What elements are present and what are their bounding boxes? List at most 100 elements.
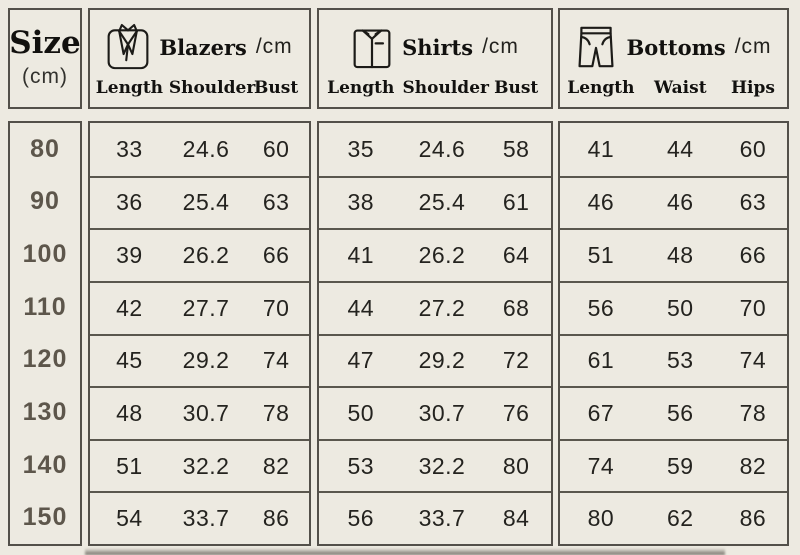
size-value: 110 xyxy=(23,292,67,321)
column-label-hips: Hips xyxy=(730,78,775,98)
table-cell: 76 xyxy=(502,399,530,426)
table-cell: 44 xyxy=(347,294,375,321)
table-cell: 26.2 xyxy=(418,242,466,269)
blazers-title-text: Blazers xyxy=(159,34,247,60)
table-cell: 51 xyxy=(116,452,143,479)
blazers-header: Blazers/cm Length Shoulder Bust xyxy=(88,8,311,109)
blazers-column-labels: Length Shoulder Bust xyxy=(90,78,309,98)
table-cell: 30.7 xyxy=(182,399,230,426)
table-row: 36 25.4 63 xyxy=(90,175,309,229)
table-cell: 29.2 xyxy=(182,347,230,374)
size-value: 130 xyxy=(22,397,68,426)
size-column: 80 90 100 110 120 130 140 150 xyxy=(8,121,82,546)
table-cell: 78 xyxy=(262,399,290,426)
column-label-shoulder: Shoulder xyxy=(168,78,256,98)
table-cell: 46 xyxy=(587,189,615,216)
table-row: 50 30.7 76 xyxy=(319,386,551,439)
shirt-icon xyxy=(351,24,393,70)
shirts-header-title: Shirts/cm xyxy=(319,16,551,78)
table-row: 41 26.2 64 xyxy=(319,228,551,281)
shirts-header: Shirts/cm Length Shoulder Bust xyxy=(317,8,553,109)
table-cell: 66 xyxy=(262,242,290,269)
table-cell: 64 xyxy=(502,242,530,269)
table-row: 44 27.2 68 xyxy=(319,280,551,334)
table-cell: 24.6 xyxy=(418,135,466,162)
table-cell: 24.6 xyxy=(182,135,230,162)
table-cell: 72 xyxy=(502,347,530,374)
table-cell: 27.2 xyxy=(418,294,466,321)
table-cell: 86 xyxy=(262,505,290,532)
column-label-shoulder: Shoulder xyxy=(402,78,489,98)
column-label-length: Length xyxy=(95,78,164,98)
table-row: 33 24.6 60 xyxy=(90,123,309,176)
table-cell: 80 xyxy=(502,452,530,479)
size-header-unit: (cm) xyxy=(22,65,68,88)
bottoms-data: 41 44 60 46 46 63 51 48 66 56 50 70 61 5… xyxy=(558,121,789,546)
table-cell: 45 xyxy=(116,347,143,374)
table-row: 46 46 63 xyxy=(560,175,787,229)
size-value: 80 xyxy=(30,134,60,163)
table-cell: 61 xyxy=(587,347,615,374)
table-row: 56 33.7 84 xyxy=(319,491,551,544)
table-cell: 70 xyxy=(739,294,767,321)
table-cell: 33.7 xyxy=(182,505,230,532)
table-cell: 35 xyxy=(347,135,375,162)
column-label-length: Length xyxy=(327,78,395,98)
size-value: 90 xyxy=(30,187,60,216)
table-row: 80 62 86 xyxy=(560,491,787,544)
table-row: 45 29.2 74 xyxy=(90,333,309,387)
table-cell: 26.2 xyxy=(182,242,230,269)
table-cell: 36 xyxy=(116,189,143,216)
size-value: 140 xyxy=(22,450,68,479)
table-cell: 56 xyxy=(347,505,375,532)
table-cell: 56 xyxy=(667,399,694,426)
size-header-title: Size xyxy=(9,25,81,61)
table-cell: 70 xyxy=(262,294,290,321)
table-row: 42 27.7 70 xyxy=(90,280,309,334)
table-cell: 80 xyxy=(587,505,615,532)
table-cell: 51 xyxy=(587,242,615,269)
table-row: 67 56 78 xyxy=(560,386,787,439)
table-cell: 63 xyxy=(262,189,290,216)
table-cell: 38 xyxy=(347,189,375,216)
table-cell: 39 xyxy=(116,242,143,269)
blazers-unit-text: /cm xyxy=(255,35,293,58)
bottoms-header-title: Bottoms/cm xyxy=(560,16,787,78)
table-cell: 50 xyxy=(347,399,375,426)
table-row: 39 26.2 66 xyxy=(90,228,309,281)
table-cell: 68 xyxy=(502,294,530,321)
size-value: 150 xyxy=(22,503,68,532)
shirts-column-labels: Length Shoulder Bust xyxy=(319,78,551,98)
blazers-data: 33 24.6 60 36 25.4 63 39 26.2 66 42 27.7… xyxy=(88,121,311,546)
bottoms-column-labels: Length Waist Hips xyxy=(560,78,787,98)
table-cell: 30.7 xyxy=(418,399,466,426)
table-row: 35 24.6 58 xyxy=(319,123,551,176)
table-cell: 59 xyxy=(667,452,694,479)
table-cell: 48 xyxy=(116,399,143,426)
size-value: 120 xyxy=(22,345,68,374)
column-label-length: Length xyxy=(567,78,635,98)
table-cell: 60 xyxy=(262,135,290,162)
bottoms-title-text: Bottoms xyxy=(626,34,726,60)
table-cell: 74 xyxy=(739,347,767,374)
table-cell: 78 xyxy=(739,399,767,426)
column-label-waist: Waist xyxy=(654,78,707,98)
table-row: 53 32.2 80 xyxy=(319,438,551,492)
table-row: 51 48 66 xyxy=(560,228,787,281)
column-label-bust: Bust xyxy=(494,78,539,98)
table-row: 41 44 60 xyxy=(560,123,787,176)
bottoms-header: Bottoms/cm Length Waist Hips xyxy=(558,8,789,109)
table-row: 47 29.2 72 xyxy=(319,333,551,387)
table-cell: 32.2 xyxy=(418,452,466,479)
table-cell: 67 xyxy=(587,399,615,426)
table-cell: 53 xyxy=(667,347,694,374)
table-cell: 63 xyxy=(739,189,767,216)
blazer-icon xyxy=(106,23,150,71)
table-cell: 66 xyxy=(739,242,767,269)
table-cell: 33 xyxy=(116,135,143,162)
table-row: 54 33.7 86 xyxy=(90,491,309,544)
table-cell: 46 xyxy=(667,189,694,216)
table-cell: 58 xyxy=(502,135,530,162)
bottoms-unit-text: /cm xyxy=(734,35,772,58)
